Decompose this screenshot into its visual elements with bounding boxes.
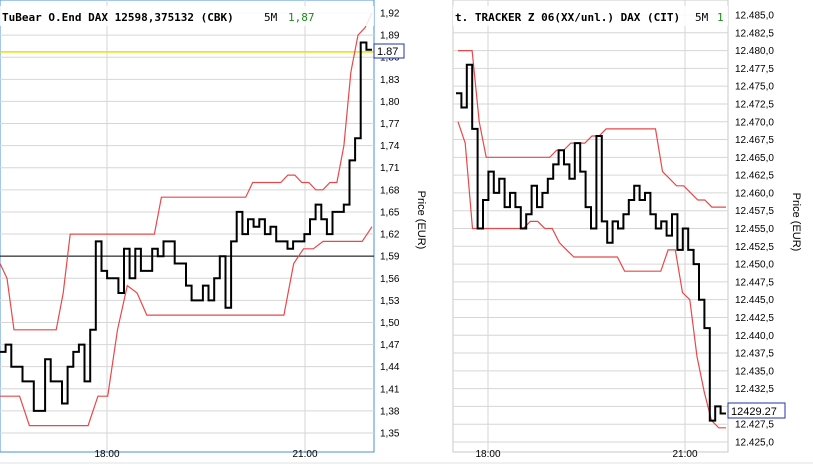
y-tick-label: 12.435,0 <box>735 366 774 377</box>
y-tick-label: 1,62 <box>380 230 400 241</box>
chart-1-plot-frame <box>0 0 375 453</box>
x-tick-label: 18:00 <box>475 449 500 460</box>
y-tick-label: 12.425,0 <box>735 438 774 449</box>
y-tick-label: 1,83 <box>380 75 400 86</box>
y-tick-label: 1,80 <box>380 97 400 108</box>
lower-band-line <box>457 121 726 429</box>
x-tick-label: 21:00 <box>292 449 317 460</box>
y-tick-label: 1,74 <box>380 141 400 152</box>
y-tick-label: 12.460,0 <box>735 188 774 199</box>
y-tick-label: 1,35 <box>380 429 400 440</box>
chart-1-last-value-box <box>373 43 405 59</box>
y-tick-label: 12.432,5 <box>735 384 774 395</box>
y-tick-label: 12.465,0 <box>735 153 774 164</box>
chart-1-series <box>0 12 373 427</box>
y-tick-label: 1,53 <box>380 296 400 307</box>
x-tick-label: 18:00 <box>94 449 119 460</box>
y-tick-label: 1,65 <box>380 207 400 218</box>
y-tick-label: 1,50 <box>380 318 400 329</box>
chart-1-x-axis: 18:00 21:00 <box>94 449 317 460</box>
y-tick-label: 1,59 <box>380 252 400 263</box>
chart-2: 12.485,0 12.482,5 12.480,0 12.477,5 12.475,0… <box>452 0 802 460</box>
chart-2-title: t. TRACKER Z 06(XX/unl.) DAX (CIT) <box>455 11 680 24</box>
y-tick-label: 12.475,0 <box>735 82 774 93</box>
y-tick-label: 12.480,0 <box>735 46 774 57</box>
upper-band-line <box>0 12 373 331</box>
y-tick-label: 12.455,0 <box>735 224 774 235</box>
upper-band-line <box>458 50 726 208</box>
y-tick-label: 12.445,0 <box>735 295 774 306</box>
chart-1-current-value: 1,87 <box>288 11 315 24</box>
chart-2-series <box>456 50 726 429</box>
y-tick-label: 12.482,5 <box>735 28 774 39</box>
chart-1-last-value: 1.87 <box>377 46 398 58</box>
chart-1-title: TuBear O.End DAX 12598,375132 (CBK) <box>2 11 234 24</box>
y-tick-label: 1,56 <box>380 274 400 285</box>
price-line <box>456 63 726 422</box>
y-tick-label: 12.452,5 <box>735 242 774 253</box>
y-tick-label: 12.427,5 <box>735 420 774 431</box>
y-tick-label: 12.440,0 <box>735 331 774 342</box>
y-tick-label: 12.472,5 <box>735 99 774 110</box>
chart-2-y-axis: 12.485,0 12.482,5 12.480,0 12.477,5 12.475,0… <box>735 11 774 449</box>
y-tick-label: 1,41 <box>380 384 400 395</box>
y-tick-label: 12.442,5 <box>735 313 774 324</box>
chart-2-last-value-box <box>727 402 786 419</box>
chart-divider <box>434 0 453 465</box>
chart-1-title-bg <box>0 6 374 26</box>
y-tick-label: 1,89 <box>380 31 400 42</box>
y-tick-label: 12.457,5 <box>735 206 774 217</box>
chart-2-current-value: 1 <box>717 11 724 24</box>
y-tick-label: 12.485,0 <box>735 11 774 22</box>
chart-2-timeframe: 5M <box>695 11 709 24</box>
y-tick-label: 1,47 <box>380 340 400 351</box>
chart-2-last-value: 12429.27 <box>731 406 777 418</box>
y-tick-label: 1,38 <box>380 406 400 417</box>
y-tick-label: 12.447,5 <box>735 277 774 288</box>
chart-1-timeframe: 5M <box>264 11 278 24</box>
y-tick-label: 1,71 <box>380 163 400 174</box>
chart-1-y-axis-label: Price (EUR) <box>415 191 427 250</box>
chart-2-title-bg <box>453 6 728 26</box>
y-tick-label: 12.450,0 <box>735 260 774 271</box>
chart-2-y-axis-label: Price (EUR) <box>790 193 802 252</box>
chart-1: 1,921,891,861,831,801,771,741,711,681,65… <box>0 0 427 460</box>
y-tick-label: 1,92 <box>380 9 400 20</box>
y-tick-label: 12.467,5 <box>735 135 774 146</box>
y-tick-label: 12.470,0 <box>735 117 774 128</box>
chart-2-x-axis: 18:00 21:00 <box>475 449 697 460</box>
chart-1-y-axis: 1,921,891,861,831,801,771,741,711,681,65… <box>380 9 400 440</box>
y-tick-label: 1,44 <box>380 362 400 373</box>
chart-1-reference-lines <box>0 51 374 257</box>
y-tick-label: 12.477,5 <box>735 64 774 75</box>
y-tick-label: 1,77 <box>380 119 400 130</box>
y-tick-label: 12.437,5 <box>735 349 774 360</box>
y-tick-label: 1,68 <box>380 185 400 196</box>
price-line <box>0 41 372 412</box>
x-tick-label: 21:00 <box>672 449 697 460</box>
lower-band-line <box>0 226 373 427</box>
y-tick-label: 12.462,5 <box>735 171 774 182</box>
